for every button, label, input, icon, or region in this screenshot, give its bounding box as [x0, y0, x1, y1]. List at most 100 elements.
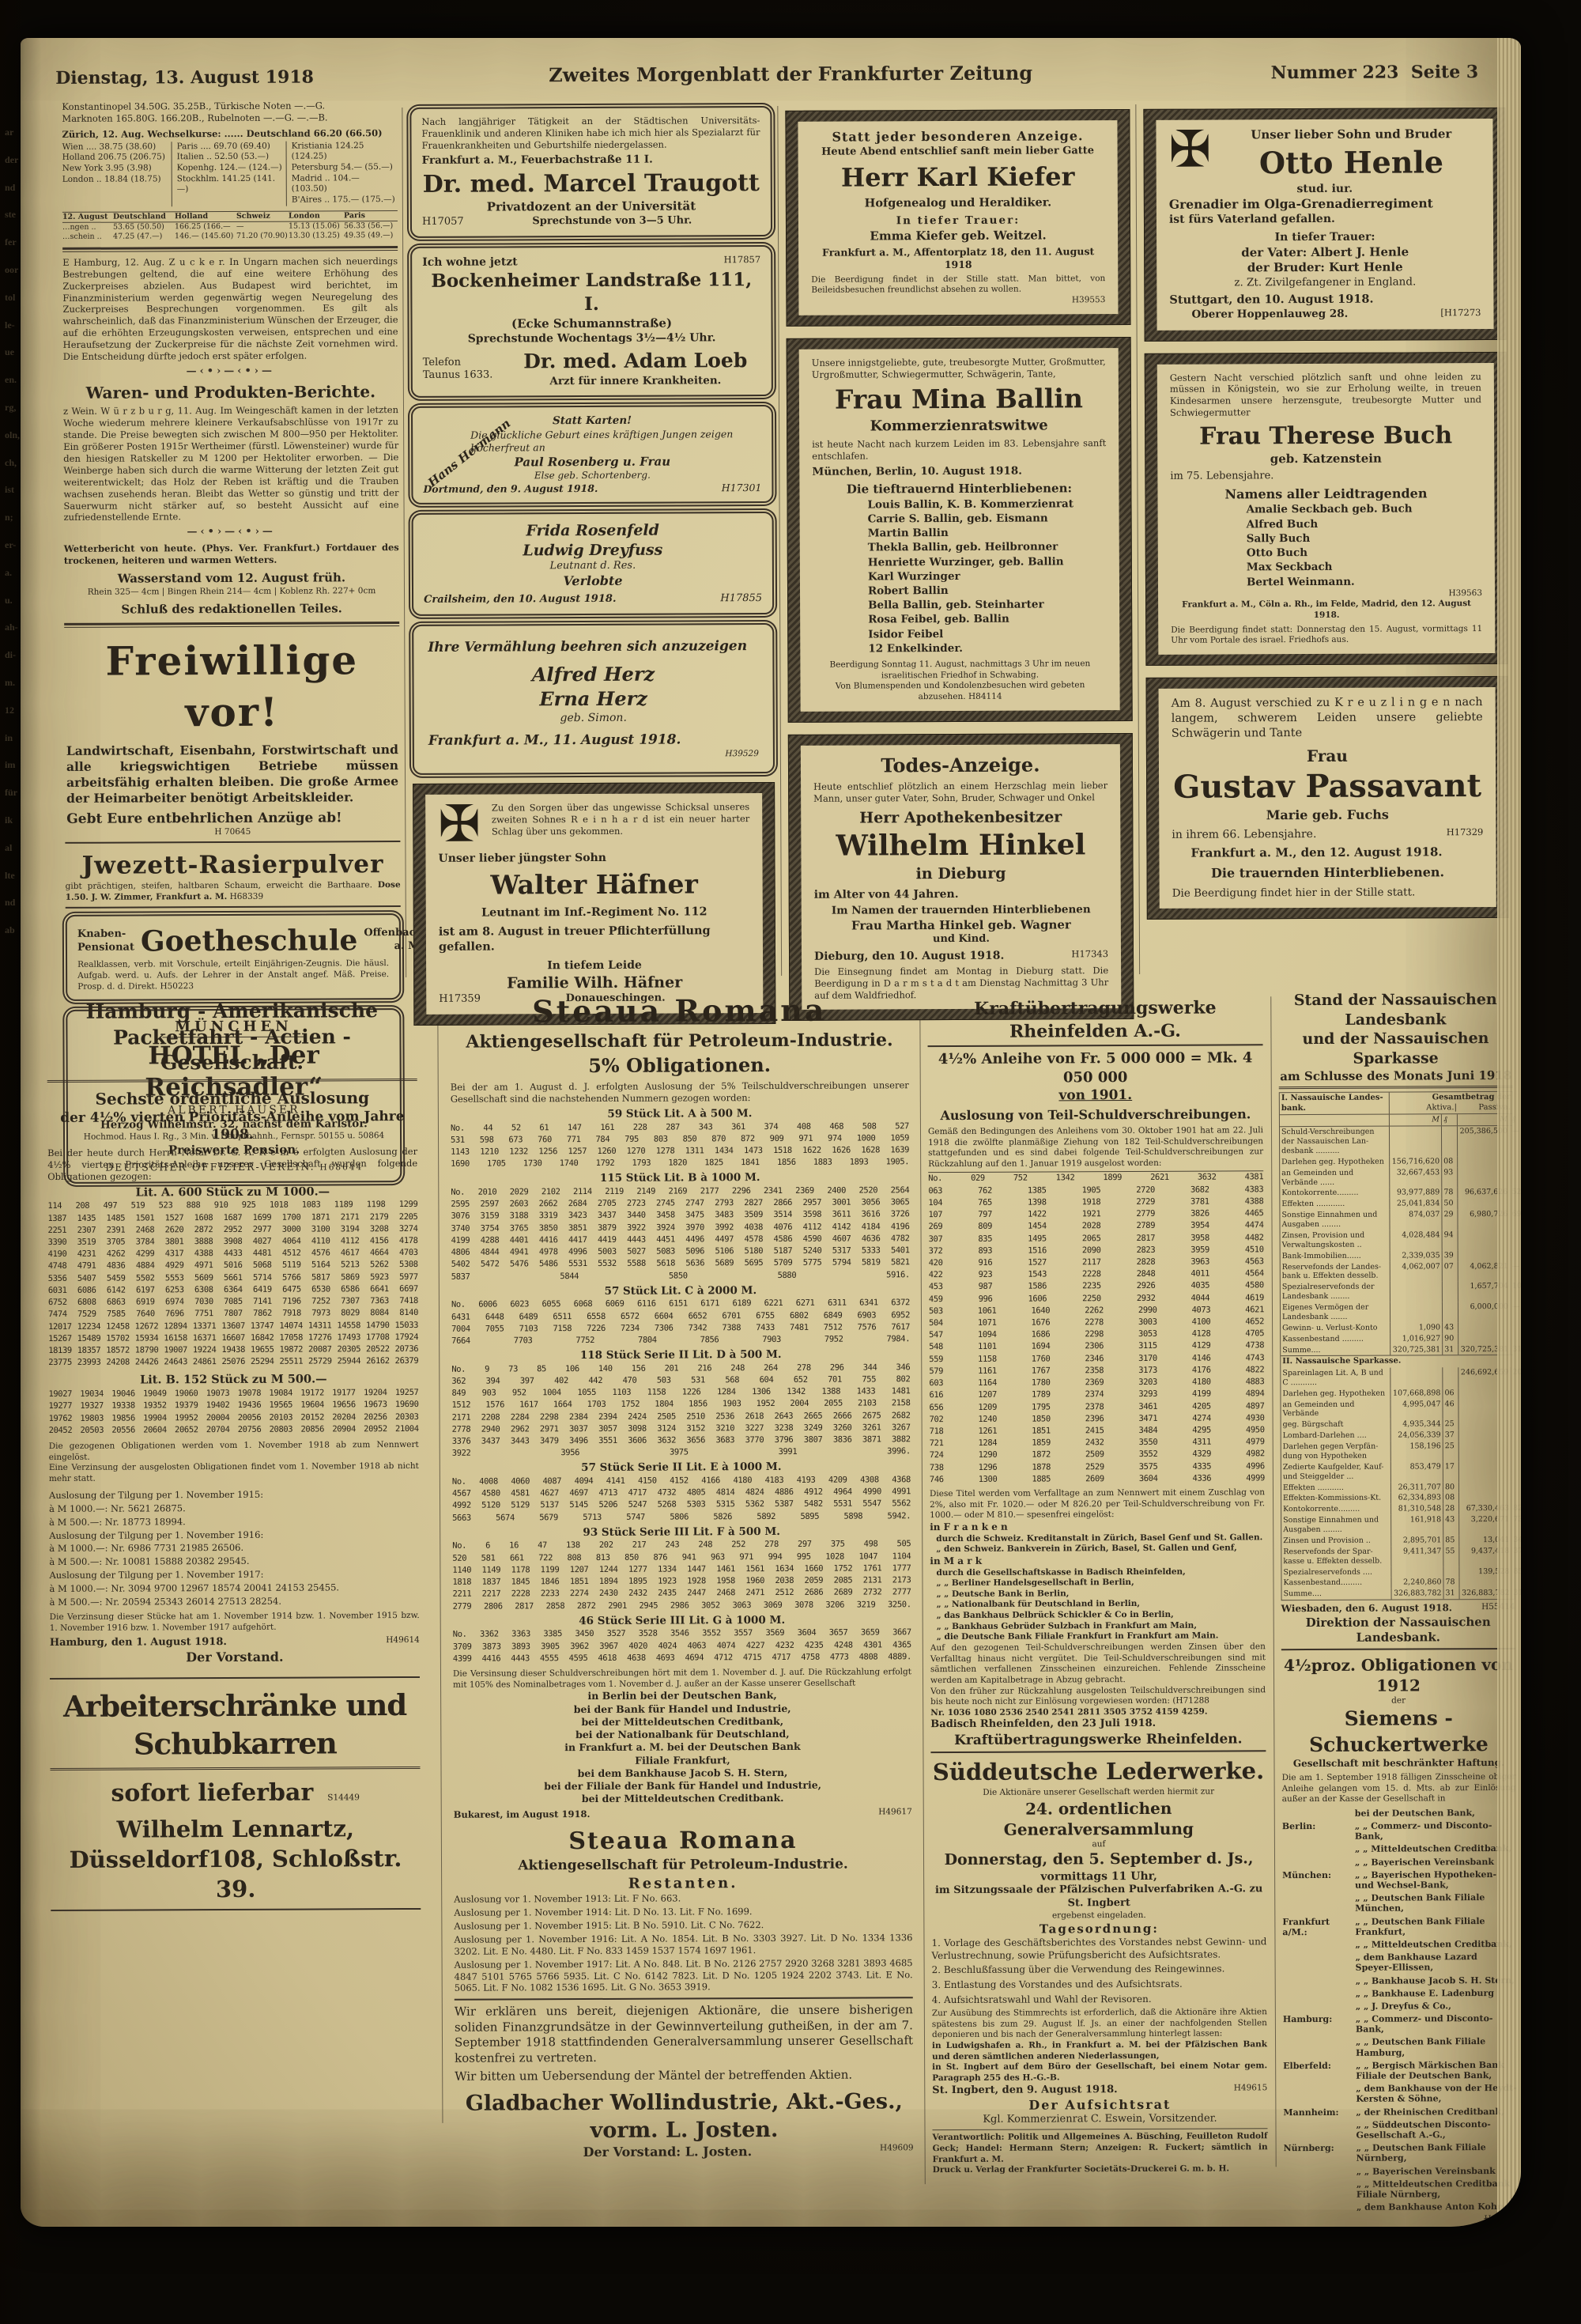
rates-col-1: Wien .... 38.75 (38.60) Holland 206.75 (2…	[62, 142, 172, 207]
ballin-sub: Kommerzienratswitwe	[870, 417, 1048, 435]
henle-stud: stud. iur.	[1296, 182, 1353, 195]
wetterbericht: Wetterbericht von heute. (Phys. Ver. Fra…	[63, 542, 399, 567]
ballin-text: ist heute Nacht nach kurzem Leiden im 83…	[812, 436, 1107, 462]
masthead-title: Zweites Morgenblatt der Frankfurter Zeit…	[549, 61, 1033, 87]
wedding-him: Alfred Herz	[531, 662, 655, 686]
gladbacher-declaration: Wir erklären uns bereit, diejenigen Akti…	[454, 1997, 914, 2162]
kraft-franken-list: durch die Schweiz. Kreditanstalt in Züri…	[936, 1532, 1263, 1555]
goethe-text: Realklassen, verb. mit Vorschule, erteil…	[77, 958, 390, 992]
hapag-sub1: Sechste ordentliche Auslosung	[95, 1087, 370, 1109]
masthead: Dienstag, 13. August 1918 Zweites Morgen…	[55, 59, 1478, 89]
freiwillige-ref: H 70645	[214, 827, 251, 837]
siemens-bank-list: bei der Deutschen Bank, Berlin: „ „ Commer…	[1281, 1807, 1517, 2213]
adjacent-page-fragments: ar der nd ste fer oor tol le-ue en. rg, oln, ch, ist…	[5, 127, 21, 936]
hinkel-namen: Im Namen der trauernden Hinterbliebenen	[831, 903, 1091, 917]
rates-col-2: Paris .... 69.70 (69.40) Italien .. 52.50…	[176, 141, 287, 206]
schluss-line: Schluß des redaktionellen Teiles.	[121, 601, 342, 617]
jwezett-headline: Jwezett-Rasierpulver	[81, 850, 384, 880]
kiefer-widow: Emma Kiefer geb. Weitzel.	[870, 228, 1047, 244]
hapag-intro: Bei der heute durch Herrn Notar Dr. G. A…	[47, 1145, 418, 1182]
buch-date: Frankfurt a. M., Cöln a. Rh., im Felde, …	[1182, 599, 1472, 621]
nassau-signature: Direktion der Nassauischen Landesbank.	[1281, 1614, 1515, 1650]
imprint-line2: Druck u. Verlag der Frankfurter Societät…	[932, 2163, 1230, 2175]
leder-agenda: 1. Vorlage des Geschäftsberichtes des Vo…	[931, 1936, 1267, 2005]
restanten-sub: Aktiengesellschaft für Petroleum-Industr…	[518, 1857, 848, 1874]
nassau-rows-sparkasse: Spareinlagen Lit. A, B und C ...........…	[1281, 1366, 1521, 1600]
death-notice-ballin: Unsere innigstgeliebte, gute, treubesorg…	[786, 336, 1133, 723]
lennartz-headline: Arbeiterschränke und Schubkarren	[50, 1686, 421, 1771]
steaua-numbers-3: No. 6006 6023 6055 6068 6069 6116 6151 6…	[451, 1298, 911, 1346]
steaua-intro: Bei der am 1. August d. J. erfolgten Aus…	[450, 1079, 909, 1105]
leder-gv: 24. ordentlichen Generalversammlung	[1003, 1798, 1194, 1839]
haefner-family: Familie Wilh. Häfner	[507, 973, 683, 992]
steaua-numbers-1: No. 44 52 61 147 161 228 287 343 361 374…	[450, 1120, 910, 1170]
ballin-funeral: Beerdigung Sonntag 11. August, nachmitta…	[829, 659, 1091, 681]
hapag-note2: Eine Verzinsung der ausgelosten Obligati…	[48, 1461, 419, 1484]
ballin-name: Frau Mina Ballin	[834, 383, 1083, 416]
kiefer-date: Frankfurt a. M., Affentorplatz 18, den 1…	[821, 245, 1095, 271]
loeb-line1: Ich wohne jetzt	[422, 255, 518, 269]
nassau-rows-landesbank: Schuld-Verschreibungen der Nassauischen …	[1280, 1125, 1521, 1356]
devisen-h1: Deutschland	[112, 211, 166, 221]
fx-quotes-line2: Marknoten 165.80G. 166.20B., Rubelnoten …	[62, 111, 328, 124]
kraft-mark-head: in M a r k	[930, 1555, 983, 1567]
kiefer-note: Die Beerdigung findet in der Stille stat…	[811, 273, 1106, 296]
steaua-payment: Die Versinsung dieser Schuldverschreibun…	[452, 1667, 912, 1690]
henle-bruder: der Bruder: Kurt Henle	[1247, 259, 1403, 275]
engagement-date: Crailsheim, den 10. August 1918.	[424, 592, 617, 606]
steaua-numbers-7: No. 3362 3363 3385 3450 3527 3528 3546 3…	[452, 1627, 911, 1664]
kraft-note: Diese Titel werden vom Verfalltage an zu…	[929, 1487, 1266, 1521]
jwezett-body: gibt prächtigen, steifen, haltbaren Scha…	[66, 880, 401, 903]
steaua-ref: H49617	[878, 1806, 912, 1816]
traugott-intro: Nach langjähriger Tätigkeit an der Städt…	[421, 115, 760, 151]
goethe-body: Realklassen, verb. mit Vorschule, erteil…	[77, 959, 389, 993]
column-divider	[437, 1000, 443, 2123]
wasserstand-line: Rhein 325— 4cm | Bingen Rhein 214— 4cm |…	[87, 585, 376, 597]
haefner-fallen: ist am 8. August in treuer Pflichterfüll…	[438, 924, 711, 954]
zurich-header: Zürich, 12. Aug. Wechselkurse: ...... De…	[62, 127, 383, 140]
passavant-note: Die Beerdigung findet hier in der Stille…	[1172, 886, 1416, 900]
kiefer-statt: Statt jeder besonderen Anzeige.	[832, 128, 1084, 145]
gladbacher-p1: Wir erklären uns bereit, diejenigen Akti…	[454, 2002, 914, 2065]
ballin-date: München, Berlin, 10. August 1918.	[812, 464, 1022, 478]
birth-date: Dortmund, den 9. August 1918.	[423, 482, 598, 495]
nassau-title2: und der Nassauischen Sparkasse	[1302, 1030, 1489, 1068]
gladbacher-ref: H49609	[880, 2143, 914, 2153]
hapag-note1: Die gezogenen Obligationen werden vom 1.…	[48, 1440, 419, 1462]
hapag-signature: Der Vorstand.	[186, 1649, 284, 1665]
goethe-left: Knaben-Pensionat	[77, 928, 134, 954]
kiefer-ref: H39553	[1071, 295, 1106, 305]
section-rule	[62, 245, 398, 252]
hapag-date: Hamburg, den 1. August 1918.	[49, 1636, 227, 1649]
henle-trauer: In tiefer Trauer:	[1274, 231, 1375, 244]
engagement-word: Verlobte	[563, 572, 623, 589]
kiefer-trauer: In tiefer Trauer:	[896, 214, 1021, 228]
kraft-intro: Gemäß den Bedingungen des Anleihens vom …	[927, 1125, 1264, 1173]
masthead-issue: Nummer 223 Seite 3	[1194, 61, 1479, 85]
kiefer-intro: Heute Abend entschlief sanft mein lieber…	[821, 145, 1095, 158]
siemens-ref: H49616	[1284, 2214, 1518, 2226]
haefner-name: Walter Häfner	[490, 868, 698, 901]
iron-cross-icon: ✠	[1168, 120, 1212, 179]
devisen-h5: Paris	[343, 210, 365, 221]
newspaper-page: Dienstag, 13. August 1918 Zweites Morgen…	[21, 38, 1521, 2227]
buch-intro: Gestern Nacht verschied plötzlich sanft …	[1169, 370, 1481, 419]
devisen-h3: Schweiz	[236, 211, 270, 221]
loeb-name: Dr. med. Adam Loeb	[523, 349, 748, 373]
ad-jwezett: Jwezett-Rasierpulver gibt prächtigen, st…	[65, 848, 401, 909]
siemens-title1: 4½proz. Obligationen von 1912	[1283, 1654, 1513, 1695]
gladbacher-p2: Wir bitten um Uebersendung der Mäntel de…	[455, 2067, 853, 2084]
iron-cross-icon: ✠	[438, 795, 481, 855]
siemens-title2: Siemens - Schuckertwerke	[1309, 1706, 1489, 1756]
hinkel-ref: H17343	[1071, 948, 1109, 960]
heavy-rule	[64, 621, 400, 628]
hinkel-place: in Dieburg	[915, 864, 1006, 883]
wedding-her: Erna Herz	[539, 686, 647, 711]
henle-name: Otto Henle	[1258, 143, 1444, 180]
kraft-sub2: von 1901.	[1058, 1086, 1133, 1104]
ad-traugott: Nach langjähriger Tätigkeit an der Städt…	[409, 105, 773, 238]
column-divider	[919, 998, 926, 2185]
kraft-signature: Kraftübertragungswerke Rheinfelden.	[930, 1730, 1266, 1754]
traugott-hours: Sprechstunde von 3—5 Uhr.	[532, 214, 692, 228]
kraft-column: Kraftübertragungswerke Rheinfelden A.-G.…	[927, 996, 1268, 2176]
